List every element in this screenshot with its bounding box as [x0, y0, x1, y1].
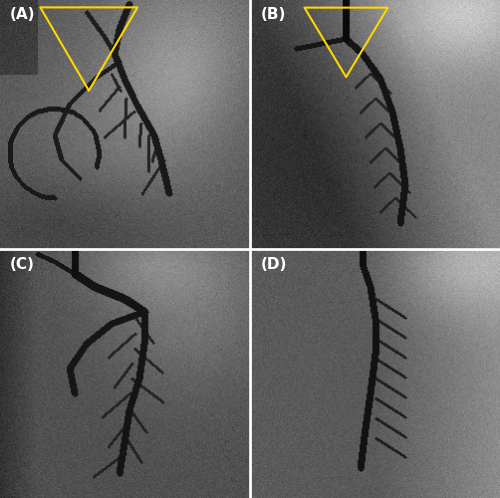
- Text: (A): (A): [10, 7, 36, 22]
- Text: (B): (B): [261, 7, 286, 22]
- Text: (C): (C): [10, 257, 35, 272]
- Text: (D): (D): [261, 257, 287, 272]
